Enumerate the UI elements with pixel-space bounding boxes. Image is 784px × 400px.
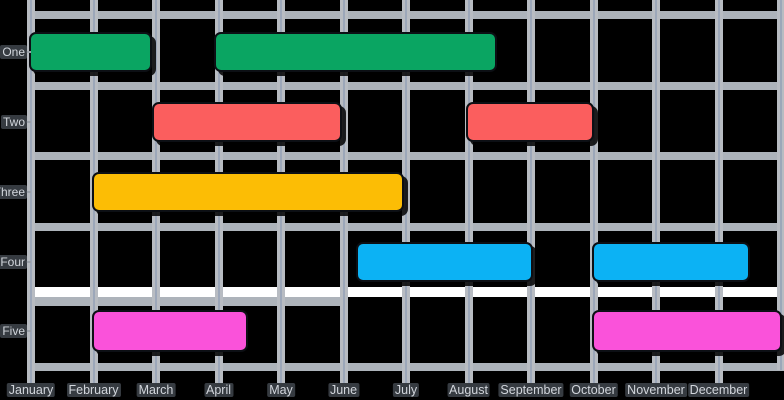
- x-gridline-center-stripe: [30, 0, 32, 383]
- x-axis-label-april: April: [203, 383, 234, 397]
- x-axis-label-june: June: [327, 383, 360, 397]
- gantt-bar-four-1[interactable]: [356, 242, 533, 282]
- x-axis-label-may: May: [267, 383, 295, 397]
- x-gridline: [464, 0, 473, 383]
- x-gridline: [402, 0, 410, 383]
- x-gridline: [652, 0, 660, 383]
- x-gridline: [714, 0, 723, 383]
- gantt-bar-two-2[interactable]: [466, 102, 594, 142]
- gray-band: [28, 297, 345, 306]
- y-tick: [26, 51, 31, 53]
- x-axis-label-october: October: [569, 383, 618, 397]
- y-tick: [26, 261, 31, 263]
- y-axis-label-five: Five: [0, 324, 27, 338]
- x-gridline-center-stripe: [405, 0, 407, 383]
- x-axis-label-march: March: [136, 383, 176, 397]
- x-axis-label-november: November: [625, 383, 687, 397]
- x-gridline-center-stripe: [655, 0, 657, 383]
- x-axis-label-february: February: [66, 383, 121, 397]
- x-gridline-center-stripe: [717, 0, 720, 383]
- y-axis-label-one: One: [0, 45, 27, 59]
- x-axis-label-january: January: [6, 383, 56, 397]
- gantt-bar-two-1[interactable]: [152, 102, 342, 142]
- x-gridline: [527, 0, 535, 383]
- y-tick: [26, 330, 31, 332]
- x-axis-label-august: August: [447, 383, 490, 397]
- x-gridline-center-stripe: [467, 0, 470, 383]
- x-gridline: [589, 0, 598, 383]
- x-axis-label-july: July: [392, 383, 420, 397]
- gantt-bar-one-1[interactable]: [29, 32, 152, 72]
- y-tick: [26, 121, 31, 123]
- y-axis-label-two: Two: [0, 115, 27, 129]
- gantt-bar-four-2[interactable]: [592, 242, 750, 282]
- gantt-bar-five-2[interactable]: [592, 310, 782, 352]
- x-gridline-center-stripe: [592, 0, 595, 383]
- x-axis-label-september: September: [498, 383, 564, 397]
- y-axis-label-three: Three: [0, 185, 27, 199]
- y-axis-label-four: Four: [0, 255, 27, 269]
- x-gridline: [777, 0, 784, 370]
- y-tick: [26, 191, 31, 193]
- x-gridline: [27, 0, 35, 383]
- x-axis-label-december: December: [687, 383, 750, 397]
- gantt-bar-five-1[interactable]: [92, 310, 248, 352]
- gantt-bar-one-2[interactable]: [214, 32, 497, 72]
- gantt-bar-three-1[interactable]: [92, 172, 404, 212]
- x-gridline-center-stripe: [530, 0, 532, 383]
- x-gridline-center-stripe: [780, 0, 782, 370]
